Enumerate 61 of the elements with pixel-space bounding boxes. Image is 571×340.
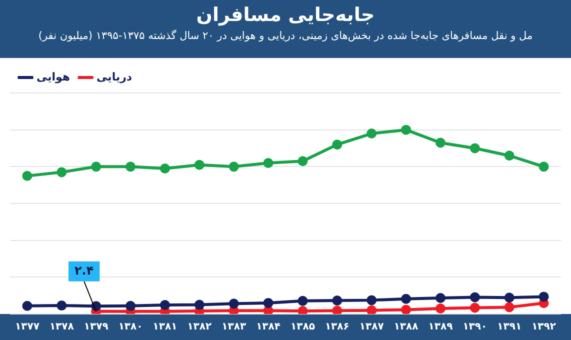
point <box>470 292 480 302</box>
point <box>126 300 136 311</box>
legend-label: هوایی <box>36 70 70 84</box>
point <box>263 306 274 314</box>
x-tick-label: ۱۳۹۲ <box>532 322 556 333</box>
point <box>435 138 446 148</box>
chart-subtitle: مل و نقل مسافرهای جابه‌جا شده در بخش‌های زمینی، دریایی و هوایی در ۲۰ سال گذشته ۱۳۷۵-۱۳۹۵ (میلیون نفر) <box>37 30 534 42</box>
point <box>56 167 67 178</box>
point <box>194 160 204 170</box>
point <box>538 162 549 172</box>
point <box>538 292 549 302</box>
x-tick-label: ۱۳۸۸ <box>394 322 418 333</box>
point <box>504 292 514 303</box>
point <box>160 164 170 174</box>
point <box>22 300 32 311</box>
point <box>298 156 308 166</box>
x-tick-label: ۱۳۸۵ <box>290 322 315 333</box>
x-tick-label: ۱۳۷۸ <box>49 322 74 333</box>
x-tick-label: ۱۳۸۰ <box>118 322 143 333</box>
point <box>298 296 308 306</box>
x-tick-label: ۱۳۸۳ <box>222 322 246 333</box>
point <box>401 124 412 135</box>
point <box>22 170 32 181</box>
point <box>56 300 67 311</box>
x-tick-label: ۱۳۸۴ <box>256 322 280 333</box>
annotation: ۲.۴ <box>74 264 94 278</box>
point <box>470 302 480 313</box>
x-tick-label: ۱۳۷۹ <box>84 322 108 333</box>
x-tick-label: ۱۳۸۷ <box>359 322 384 333</box>
point <box>91 162 102 172</box>
x-tick-label: ۱۳۸۲ <box>187 322 212 333</box>
point <box>401 294 412 304</box>
point <box>435 303 446 314</box>
point <box>504 302 514 312</box>
x-tick-label: ۱۳۸۹ <box>428 322 453 333</box>
chart-title: جابه‌جایی مسافران <box>195 4 376 26</box>
point <box>366 305 377 314</box>
point <box>504 150 514 161</box>
point <box>332 140 342 150</box>
x-tick-label: ۱۳۸۶ <box>324 322 350 333</box>
point <box>160 300 170 310</box>
point <box>435 292 446 303</box>
legend-label: دریایی <box>96 70 132 84</box>
x-tick-label: ۱۳۸۱ <box>152 322 178 333</box>
x-tick-label: ۱۳۹۱ <box>497 322 522 333</box>
point <box>366 128 377 139</box>
point <box>401 304 412 314</box>
point <box>263 158 274 168</box>
point <box>332 296 342 306</box>
point <box>228 306 239 314</box>
point <box>126 162 136 172</box>
point <box>332 306 342 314</box>
point <box>228 162 239 172</box>
point <box>366 295 377 306</box>
x-tick-label: ۱۳۹۰ <box>462 322 488 333</box>
point <box>263 298 274 308</box>
point <box>298 306 308 314</box>
point <box>470 143 480 154</box>
x-tick-label: ۱۳۷۷ <box>15 322 40 333</box>
point <box>228 298 239 309</box>
point <box>194 300 204 310</box>
